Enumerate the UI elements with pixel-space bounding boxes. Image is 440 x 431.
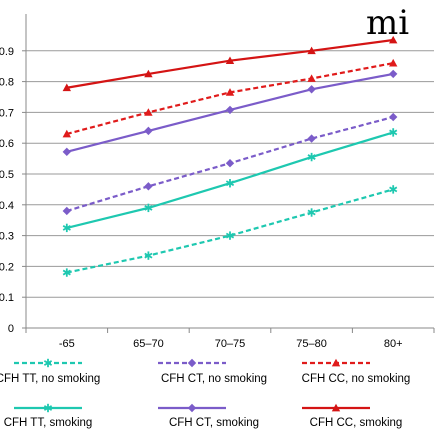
point-marker — [307, 74, 316, 82]
point-marker — [307, 208, 316, 217]
point-marker — [389, 35, 398, 44]
point-marker — [225, 231, 235, 240]
asterisk-stroke — [225, 232, 235, 239]
point-marker — [331, 403, 341, 412]
y-tick-label: 0.8 — [0, 77, 14, 89]
point-marker — [62, 83, 71, 92]
point-marker — [307, 85, 316, 94]
point-marker — [389, 185, 398, 194]
x-tick-label: 70–75 — [215, 338, 246, 350]
point-marker — [389, 112, 398, 122]
asterisk-stroke — [43, 405, 53, 411]
point-marker — [389, 58, 398, 67]
y-tick-label: 0.1 — [0, 292, 14, 304]
x-tick-label: 75–80 — [296, 338, 327, 350]
point-marker — [62, 147, 71, 157]
y-tick-labels: 0 0.1 0.2 0.3 0.4 0.5 0.6 0.7 0.8 0.9 — [0, 46, 14, 335]
legend-label: CFH CC, smoking — [310, 417, 403, 429]
point-marker — [62, 206, 71, 216]
point-marker — [225, 159, 235, 168]
axes — [22, 14, 435, 333]
point-marker — [144, 182, 153, 191]
point-marker — [389, 128, 398, 137]
point-marker — [144, 69, 153, 78]
legend-label: CFH TT, smoking — [4, 417, 93, 429]
point-marker — [389, 69, 398, 79]
point-marker — [187, 403, 197, 413]
logo: mi — [366, 3, 409, 43]
point-marker — [62, 129, 71, 138]
point-marker — [225, 56, 235, 65]
y-tick-label: 0.7 — [0, 107, 14, 119]
point-marker — [144, 251, 153, 260]
legend-label: CFH CT, no smoking — [161, 373, 267, 385]
point-marker — [62, 223, 71, 233]
asterisk-stroke — [144, 252, 153, 259]
point-marker — [144, 126, 153, 136]
point-marker — [144, 108, 153, 116]
x-tick-labels: -65 65–70 70–75 75–80 80+ — [59, 338, 403, 350]
legend-label: CFH TT, no smoking — [0, 373, 100, 385]
x-tick-label: -65 — [59, 338, 75, 350]
point-marker — [225, 179, 235, 188]
point-marker — [307, 134, 316, 143]
asterisk-stroke — [389, 129, 398, 136]
y-tick-label: 0.2 — [0, 261, 14, 273]
asterisk-stroke — [307, 154, 316, 160]
point-marker — [331, 358, 341, 367]
y-tick-label: 0 — [8, 323, 14, 335]
x-tick-label: 65–70 — [133, 338, 164, 350]
point-marker — [307, 152, 316, 162]
asterisk-stroke — [389, 186, 398, 193]
y-tick-label: 0.4 — [0, 200, 14, 212]
point-marker — [187, 358, 197, 368]
asterisk-stroke — [43, 360, 53, 366]
asterisk-stroke — [307, 209, 316, 216]
x-tick-label: 80+ — [384, 338, 403, 350]
legend-label: CFH CT, smoking — [169, 417, 259, 429]
legend-label: CFH CC, no smoking — [302, 373, 411, 385]
asterisk-stroke — [62, 225, 71, 231]
gridlines — [26, 50, 434, 298]
series-markers — [62, 35, 398, 277]
point-marker — [144, 203, 153, 213]
point-marker — [43, 403, 53, 413]
series-line — [66, 188, 394, 274]
point-marker — [43, 358, 53, 368]
point-marker — [62, 268, 71, 277]
y-tick-label: 0.6 — [0, 138, 14, 150]
point-marker — [307, 46, 316, 55]
series-line — [66, 62, 394, 136]
asterisk-stroke — [144, 205, 153, 211]
point-marker — [225, 105, 235, 115]
y-tick-label: 0.3 — [0, 231, 14, 243]
point-marker — [225, 88, 235, 96]
asterisk-stroke — [225, 180, 235, 187]
legend: CFH TT, no smoking CFH CT, no smoking CFH … — [0, 358, 411, 429]
asterisk-stroke — [62, 269, 71, 276]
y-tick-label: 0.5 — [0, 169, 14, 181]
y-tick-label: 0.9 — [0, 46, 14, 58]
